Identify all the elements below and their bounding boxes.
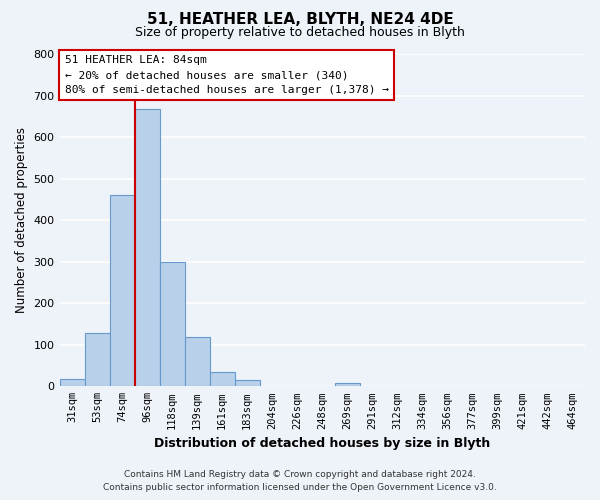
Bar xyxy=(59,379,85,386)
Text: 51, HEATHER LEA, BLYTH, NE24 4DE: 51, HEATHER LEA, BLYTH, NE24 4DE xyxy=(146,12,454,28)
Bar xyxy=(209,372,235,386)
Bar xyxy=(134,109,160,386)
Bar xyxy=(335,383,360,386)
Y-axis label: Number of detached properties: Number of detached properties xyxy=(15,127,28,313)
Bar xyxy=(235,380,260,386)
Bar xyxy=(160,262,185,386)
Text: 51 HEATHER LEA: 84sqm
← 20% of detached houses are smaller (340)
80% of semi-det: 51 HEATHER LEA: 84sqm ← 20% of detached … xyxy=(65,55,389,95)
Text: Contains HM Land Registry data © Crown copyright and database right 2024.
Contai: Contains HM Land Registry data © Crown c… xyxy=(103,470,497,492)
Bar xyxy=(110,195,134,386)
Bar xyxy=(85,333,110,386)
Bar xyxy=(185,338,209,386)
Text: Size of property relative to detached houses in Blyth: Size of property relative to detached ho… xyxy=(135,26,465,39)
X-axis label: Distribution of detached houses by size in Blyth: Distribution of detached houses by size … xyxy=(154,437,490,450)
